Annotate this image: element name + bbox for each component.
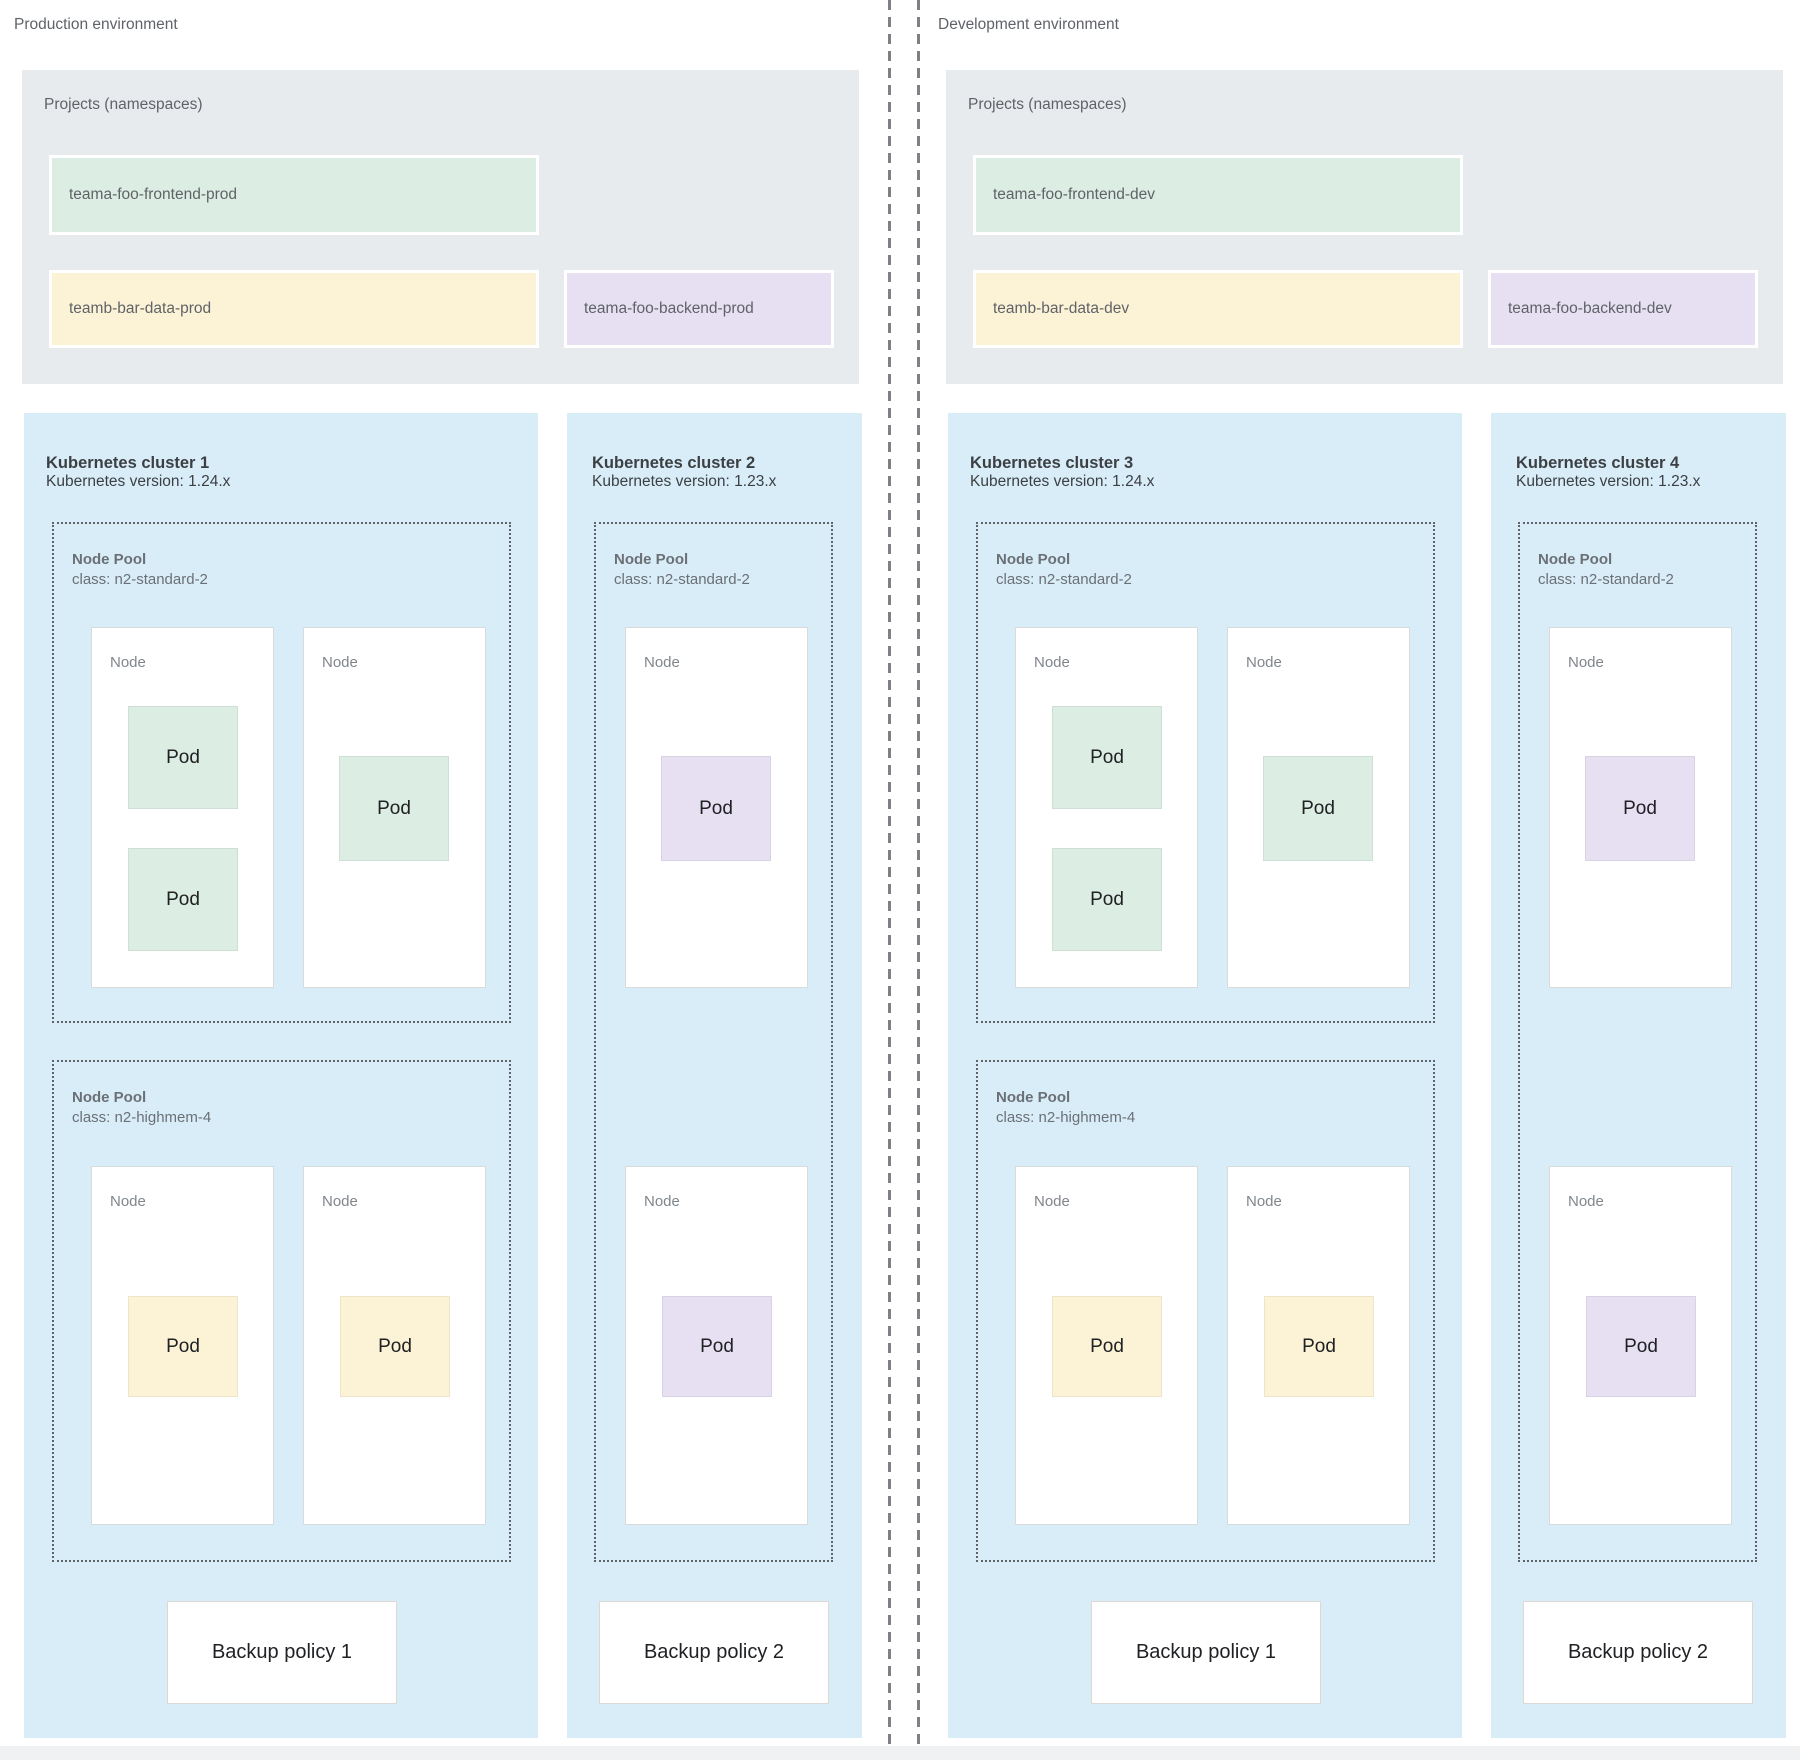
node-box: Node Pod (1227, 627, 1410, 988)
node-box: Node Pod (1549, 1166, 1732, 1525)
node-box: Node Pod (1015, 1166, 1198, 1525)
node-label: Node (322, 654, 358, 671)
node-box: Node Pod (303, 1166, 486, 1525)
kubernetes-cluster-2-panel: Kubernetes cluster 2 Kubernetes version:… (567, 413, 862, 1738)
node-label: Node (1568, 1193, 1604, 1210)
node-pool-class: class: n2-highmem-4 (996, 1109, 1136, 1126)
pod-box: Pod (661, 756, 771, 861)
node-label: Node (1246, 654, 1282, 671)
projects-panel: Projects (namespaces) teama-foo-frontend… (22, 70, 859, 384)
node-box: Node Pod Pod (91, 627, 274, 988)
node-pool-label: Node Pool (996, 551, 1071, 568)
backup-policy-box: Backup policy 1 (167, 1601, 397, 1704)
node-label: Node (1034, 1193, 1070, 1210)
node-pool: Node Pool class: n2-standard-2 Node Pod … (1518, 522, 1757, 1562)
node-box: Node Pod (91, 1166, 274, 1525)
node-pool: Node Pool class: n2-standard-2 Node Pod … (594, 522, 833, 1562)
node-box: Node Pod (1549, 627, 1732, 988)
node-pool-label: Node Pool (614, 551, 689, 568)
development-environment-label: Development environment (938, 16, 1119, 33)
node-pool-class: class: n2-standard-2 (72, 571, 208, 588)
node-label: Node (1568, 654, 1604, 671)
node-label: Node (1246, 1193, 1282, 1210)
production-environment-label: Production environment (14, 16, 178, 33)
node-box: Node Pod (625, 627, 808, 988)
project-namespace-box: teamb-bar-data-prod (49, 270, 539, 348)
project-namespace-box: teama-foo-backend-prod (564, 270, 834, 348)
project-namespace-box: teama-foo-backend-dev (1488, 270, 1758, 348)
environment-divider-dashed-line (888, 0, 891, 1760)
projects-panel: Projects (namespaces) teama-foo-frontend… (946, 70, 1783, 384)
cluster-version: Kubernetes version: 1.23.x (1516, 473, 1701, 490)
node-label: Node (322, 1193, 358, 1210)
cluster-version: Kubernetes version: 1.23.x (592, 473, 777, 490)
node-label: Node (110, 654, 146, 671)
node-pool-class: class: n2-standard-2 (996, 571, 1132, 588)
kubernetes-cluster-3-panel: Kubernetes cluster 3 Kubernetes version:… (948, 413, 1462, 1738)
node-box: Node Pod (625, 1166, 808, 1525)
pod-box: Pod (662, 1296, 772, 1397)
cluster-title: Kubernetes cluster 3 (970, 454, 1134, 472)
node-label: Node (644, 654, 680, 671)
node-box: Node Pod (303, 627, 486, 988)
cluster-title: Kubernetes cluster 4 (1516, 454, 1680, 472)
pod-box: Pod (1052, 848, 1162, 951)
node-pool: Node Pool class: n2-highmem-4 Node Pod N… (976, 1060, 1435, 1562)
node-pool-class: class: n2-standard-2 (1538, 571, 1674, 588)
pod-box: Pod (1264, 1296, 1374, 1397)
project-namespace-box: teama-foo-frontend-dev (973, 155, 1463, 235)
node-box: Node Pod Pod (1015, 627, 1198, 988)
project-namespace-box: teama-foo-frontend-prod (49, 155, 539, 235)
kubernetes-cluster-1-panel: Kubernetes cluster 1 Kubernetes version:… (24, 413, 538, 1738)
cluster-version: Kubernetes version: 1.24.x (970, 473, 1155, 490)
projects-panel-title: Projects (namespaces) (968, 96, 1127, 113)
pod-box: Pod (1052, 706, 1162, 809)
projects-panel-title: Projects (namespaces) (44, 96, 203, 113)
node-label: Node (1034, 654, 1070, 671)
pod-box: Pod (1052, 1296, 1162, 1397)
backup-policy-box: Backup policy 2 (599, 1601, 829, 1704)
node-pool-label: Node Pool (72, 1089, 147, 1106)
node-box: Node Pod (1227, 1166, 1410, 1525)
node-pool: Node Pool class: n2-standard-2 Node Pod … (976, 522, 1435, 1023)
bottom-edge-strip (0, 1746, 1800, 1760)
development-environment-section: Development environment Projects (namesp… (924, 0, 1800, 1760)
backup-policy-box: Backup policy 1 (1091, 1601, 1321, 1704)
node-pool-label: Node Pool (996, 1089, 1071, 1106)
node-pool: Node Pool class: n2-standard-2 Node Pod … (52, 522, 511, 1023)
node-label: Node (644, 1193, 680, 1210)
pod-box: Pod (128, 1296, 238, 1397)
node-pool: Node Pool class: n2-highmem-4 Node Pod N… (52, 1060, 511, 1562)
node-label: Node (110, 1193, 146, 1210)
cluster-title: Kubernetes cluster 1 (46, 454, 210, 472)
kubernetes-cluster-4-panel: Kubernetes cluster 4 Kubernetes version:… (1491, 413, 1786, 1738)
project-namespace-box: teamb-bar-data-dev (973, 270, 1463, 348)
pod-box: Pod (1585, 756, 1695, 861)
pod-box: Pod (1263, 756, 1373, 861)
backup-policy-box: Backup policy 2 (1523, 1601, 1753, 1704)
cluster-version: Kubernetes version: 1.24.x (46, 473, 231, 490)
pod-box: Pod (1586, 1296, 1696, 1397)
node-pool-class: class: n2-standard-2 (614, 571, 750, 588)
node-pool-label: Node Pool (1538, 551, 1613, 568)
environment-divider-dashed-line (917, 0, 920, 1760)
pod-box: Pod (340, 1296, 450, 1397)
node-pool-class: class: n2-highmem-4 (72, 1109, 212, 1126)
node-pool-label: Node Pool (72, 551, 147, 568)
pod-box: Pod (128, 848, 238, 951)
cluster-title: Kubernetes cluster 2 (592, 454, 756, 472)
pod-box: Pod (128, 706, 238, 809)
pod-box: Pod (339, 756, 449, 861)
production-environment-section: Production environment Projects (namespa… (0, 0, 876, 1760)
